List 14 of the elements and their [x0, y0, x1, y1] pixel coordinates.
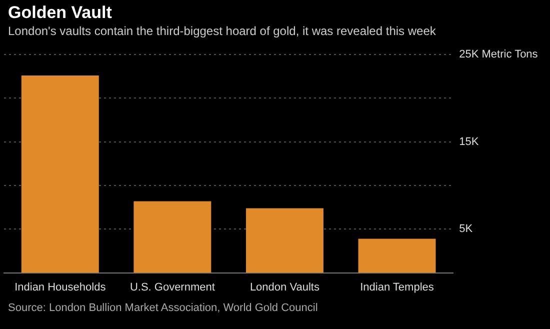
y-tick-label: 5K [459, 223, 474, 236]
y-tick-label: 25K Metric Tons [459, 48, 538, 61]
x-tick-label: Indian Temples [360, 281, 434, 294]
chart-title: Golden Vault [8, 3, 112, 23]
x-tick-label: Indian Households [14, 281, 106, 294]
source-note: Source: London Bullion Market Association, World Gold Council [8, 302, 318, 314]
bar [358, 238, 436, 273]
y-tick-label: 15K [459, 136, 480, 148]
chart-subtitle: London's vaults contain the third-biggest hoard of gold, it was revealed this week [8, 24, 436, 38]
bar [134, 201, 212, 273]
x-tick-label: U.S. Government [130, 281, 215, 294]
bar [21, 76, 99, 273]
bar [246, 208, 324, 273]
x-tick-label: London Vaults [250, 281, 320, 294]
